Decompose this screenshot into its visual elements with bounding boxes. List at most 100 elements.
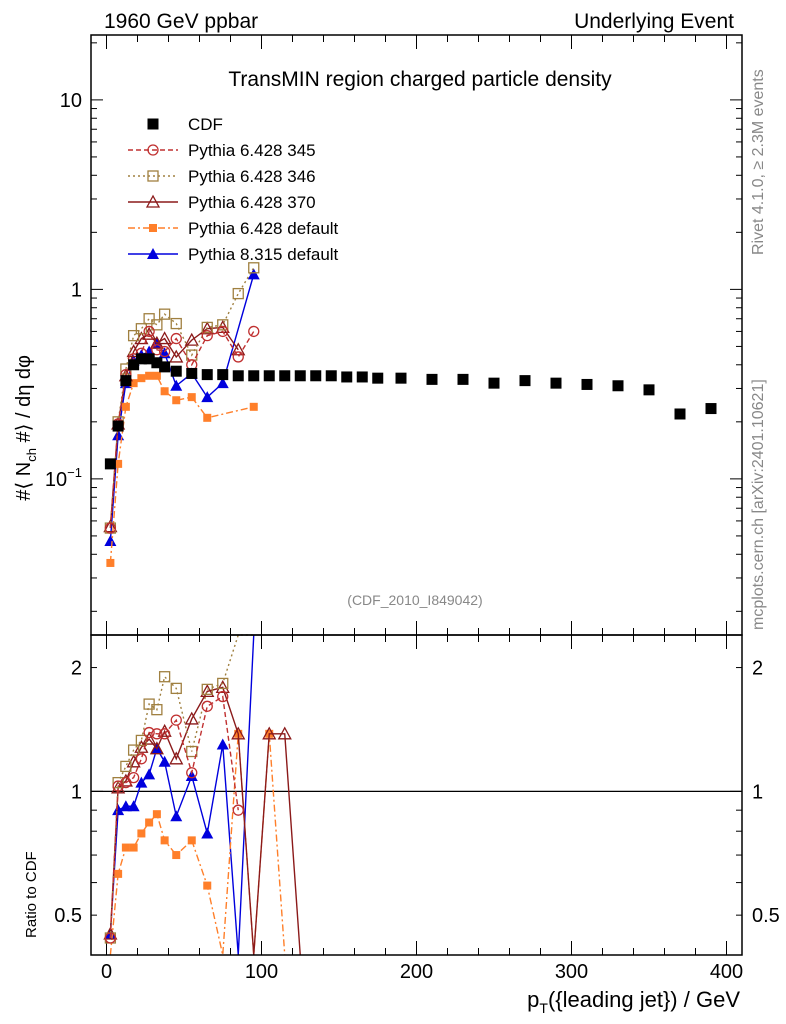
ratio-point-pythia-6-428-345 — [201, 700, 213, 712]
ratio-point-pythia-8-315-default — [127, 800, 140, 812]
ratio-ytick-label-left: 0.5 — [54, 905, 82, 927]
point-cdf — [674, 408, 686, 420]
ratio-series-pythia-6-428-345 — [104, 690, 244, 944]
ratio-point-pythia-6-428-345 — [135, 753, 148, 765]
ratio-point-pythia-6-428-345 — [170, 714, 182, 726]
point-cdf — [705, 403, 717, 415]
ratio-line-pythia-6-428-346 — [109, 634, 254, 939]
point-pythia-6-428-345 — [158, 345, 171, 358]
point-cdf — [519, 375, 531, 387]
point-pythia-6-428-370 — [231, 342, 246, 356]
series-pythia-6-428-default — [106, 371, 258, 567]
ratio-point-pythia-8-315-default — [170, 810, 183, 822]
ratio-point-pythia-6-428-345 — [217, 690, 229, 703]
xtick-label: 300 — [555, 961, 588, 983]
point-pythia-6-428-370 — [103, 519, 118, 533]
ratio-point-pythia-6-428-346 — [186, 745, 198, 758]
ratio-point-pythia-6-428-370 — [169, 751, 184, 765]
point-pythia-6-428-default — [106, 558, 115, 567]
ratio-frame — [90, 634, 743, 956]
point-cdf — [201, 369, 213, 381]
ratio-point-pythia-6-428-346 — [217, 677, 229, 690]
plot-title: TransMIN region charged particle density — [228, 68, 612, 91]
ratio-point-pythia-6-428-default — [187, 836, 196, 845]
ratio-ytick-label-left: 1 — [71, 781, 82, 803]
point-pythia-6-428-default — [203, 413, 212, 422]
legend-marker-pythia-6-428-345 — [147, 144, 159, 156]
point-cdf — [279, 370, 291, 382]
ratio-ytick-label-right: 2 — [752, 658, 763, 680]
ratio-line-pythia-6-428-370 — [109, 686, 301, 956]
mcplots-side-label: mcplots.cern.ch [arXiv:2401.10621] — [750, 379, 767, 630]
top-ytick-label-exp: −1 — [67, 465, 82, 480]
point-pythia-6-428-346 — [170, 317, 182, 330]
ratio-series-pythia-6-428-346 — [104, 634, 254, 944]
ratio-ytick-label-right: 0.5 — [752, 905, 780, 927]
point-pythia-6-428-345 — [201, 329, 213, 342]
point-cdf — [151, 357, 163, 369]
point-pythia-6-428-345 — [217, 325, 229, 338]
point-pythia-6-428-346 — [248, 262, 260, 274]
point-pythia-6-428-346 — [151, 319, 163, 331]
ratio-point-pythia-6-428-370 — [157, 723, 172, 737]
point-cdf — [135, 353, 147, 365]
ratio-point-pythia-6-428-345 — [127, 771, 140, 784]
ratio-point-pythia-6-428-345 — [104, 932, 117, 944]
top-ytick-label: 10 — [60, 90, 82, 112]
ratio-line-pythia-6-428-345 — [109, 695, 239, 939]
point-pythia-6-428-default — [160, 387, 169, 396]
point-pythia-6-428-345 — [151, 344, 163, 356]
point-cdf — [248, 370, 260, 382]
legend: CDF Pythia 6.428 345 Pythia 6.428 346 Pythi… — [128, 115, 339, 264]
legend-label-pythia-6-428-370: Pythia 6.428 370 — [188, 193, 316, 212]
series-line-pythia-6-428-default — [109, 375, 254, 564]
point-cdf — [263, 370, 275, 382]
point-pythia-6-428-default — [121, 402, 130, 411]
point-pythia-6-428-345 — [104, 522, 117, 534]
point-pythia-6-428-370 — [184, 332, 199, 346]
series-cdf — [104, 353, 717, 470]
point-pythia-6-428-default — [172, 396, 181, 405]
point-cdf — [159, 361, 171, 373]
rivet-side-label: Rivet 4.1.0, ≥ 2.3M events — [750, 69, 767, 255]
point-pythia-8-315-default — [104, 535, 117, 547]
ratio-point-pythia-6-428-default — [114, 869, 123, 878]
ratio-point-pythia-6-428-346 — [112, 776, 124, 789]
header-left: 1960 GeV ppbar — [104, 10, 258, 33]
ratio-point-pythia-6-428-370 — [215, 680, 230, 694]
point-pythia-8-315-default — [247, 268, 260, 280]
ratio-point-pythia-6-428-default — [203, 881, 212, 890]
point-pythia-6-428-default — [145, 371, 154, 380]
ratio-line-pythia-8-315-default — [109, 634, 255, 956]
point-cdf — [581, 378, 593, 390]
legend-label-cdf: CDF — [188, 115, 223, 134]
point-cdf — [294, 370, 306, 382]
ratio-series-pythia-8-315-default — [104, 634, 255, 956]
series-line-pythia-6-428-345 — [109, 329, 255, 529]
point-cdf — [310, 370, 322, 382]
ratio-point-pythia-6-428-345 — [151, 728, 163, 740]
ratio-point-pythia-6-428-346 — [120, 760, 132, 773]
point-pythia-6-428-default — [129, 379, 138, 388]
ratio-series-pythia-6-428-default — [109, 729, 286, 956]
xtick-label: 200 — [400, 961, 433, 983]
point-cdf — [186, 367, 198, 379]
xtick-label: 400 — [710, 961, 743, 983]
ratio-point-pythia-6-428-default — [137, 829, 146, 838]
point-cdf — [128, 359, 140, 371]
point-cdf — [232, 370, 244, 382]
ratio-point-pythia-8-315-default — [158, 755, 171, 767]
series-pythia-6-428-370 — [103, 320, 246, 533]
legend-marker-cdf — [147, 118, 159, 130]
point-pythia-6-428-370 — [157, 331, 172, 345]
point-pythia-6-428-345 — [248, 325, 260, 338]
top-series-layer — [103, 262, 717, 567]
point-pythia-6-428-346 — [135, 323, 148, 335]
ratio-point-pythia-6-428-default — [129, 843, 138, 852]
ratio-point-pythia-6-428-370 — [149, 741, 164, 755]
point-pythia-6-428-346 — [158, 308, 171, 320]
ratio-point-pythia-6-428-345 — [143, 726, 155, 739]
ratio-point-pythia-8-315-default — [119, 800, 132, 812]
point-cdf — [612, 380, 624, 392]
